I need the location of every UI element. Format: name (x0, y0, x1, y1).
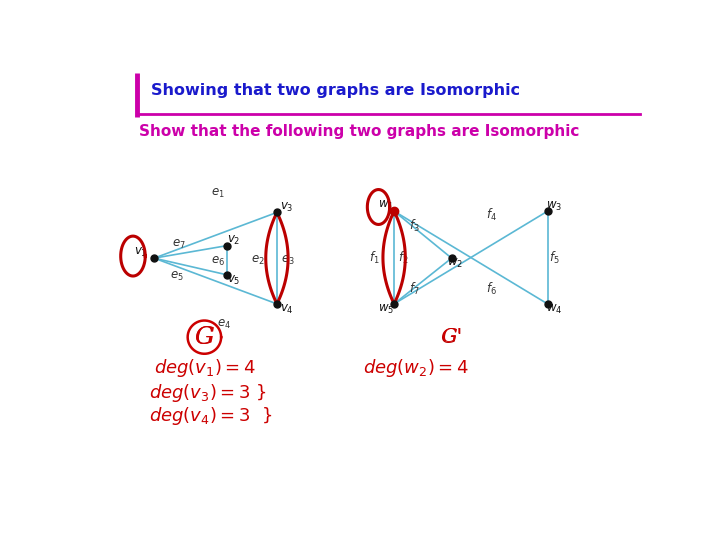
Text: $w_2$: $w_2$ (447, 257, 464, 270)
Text: $v_3$: $v_3$ (279, 200, 293, 213)
Text: $e_1$: $e_1$ (212, 187, 225, 200)
Text: G: G (194, 326, 215, 349)
Text: Showing that two graphs are Isomorphic: Showing that two graphs are Isomorphic (151, 83, 521, 98)
Text: $f_5$: $f_5$ (549, 250, 559, 266)
Text: Show that the following two graphs are Isomorphic: Show that the following two graphs are I… (139, 124, 580, 139)
Text: $v_1$: $v_1$ (133, 246, 147, 259)
Text: G': G' (441, 328, 462, 346)
Text: $w_3$: $w_3$ (546, 200, 562, 213)
Text: $deg(w_2) = 4$: $deg(w_2) = 4$ (364, 357, 469, 379)
Text: $e_3$: $e_3$ (282, 254, 295, 267)
Text: G': G' (441, 328, 463, 347)
Text: $f_4$: $f_4$ (486, 207, 498, 224)
Text: $w_1$: $w_1$ (378, 199, 394, 212)
Text: $w_5$: $w_5$ (378, 303, 394, 316)
Text: $f_6$: $f_6$ (486, 280, 498, 296)
Text: $w_4$: $w_4$ (546, 303, 562, 316)
Text: $deg(v_4) = 3\ \ \}$: $deg(v_4) = 3\ \ \}$ (148, 405, 272, 427)
Text: $v_2$: $v_2$ (228, 234, 240, 247)
Text: $e_4$: $e_4$ (217, 318, 231, 331)
Text: $e_2$: $e_2$ (251, 254, 264, 267)
Text: $f_1$: $f_1$ (369, 250, 380, 266)
Text: $e_5$: $e_5$ (170, 271, 184, 284)
Text: $e_6$: $e_6$ (212, 255, 225, 268)
Text: $v_5$: $v_5$ (228, 274, 240, 287)
Text: $deg(v_3) = 3\ \}$: $deg(v_3) = 3\ \}$ (148, 382, 266, 404)
Text: $f_3$: $f_3$ (410, 218, 420, 234)
Text: $f_2$: $f_2$ (398, 250, 409, 266)
Text: G: G (195, 326, 214, 349)
Text: $deg(v_1) = 4$: $deg(v_1) = 4$ (154, 357, 256, 379)
Text: $v_4$: $v_4$ (279, 303, 293, 316)
Text: $f_7$: $f_7$ (410, 280, 420, 296)
Text: $e_7$: $e_7$ (172, 238, 186, 251)
